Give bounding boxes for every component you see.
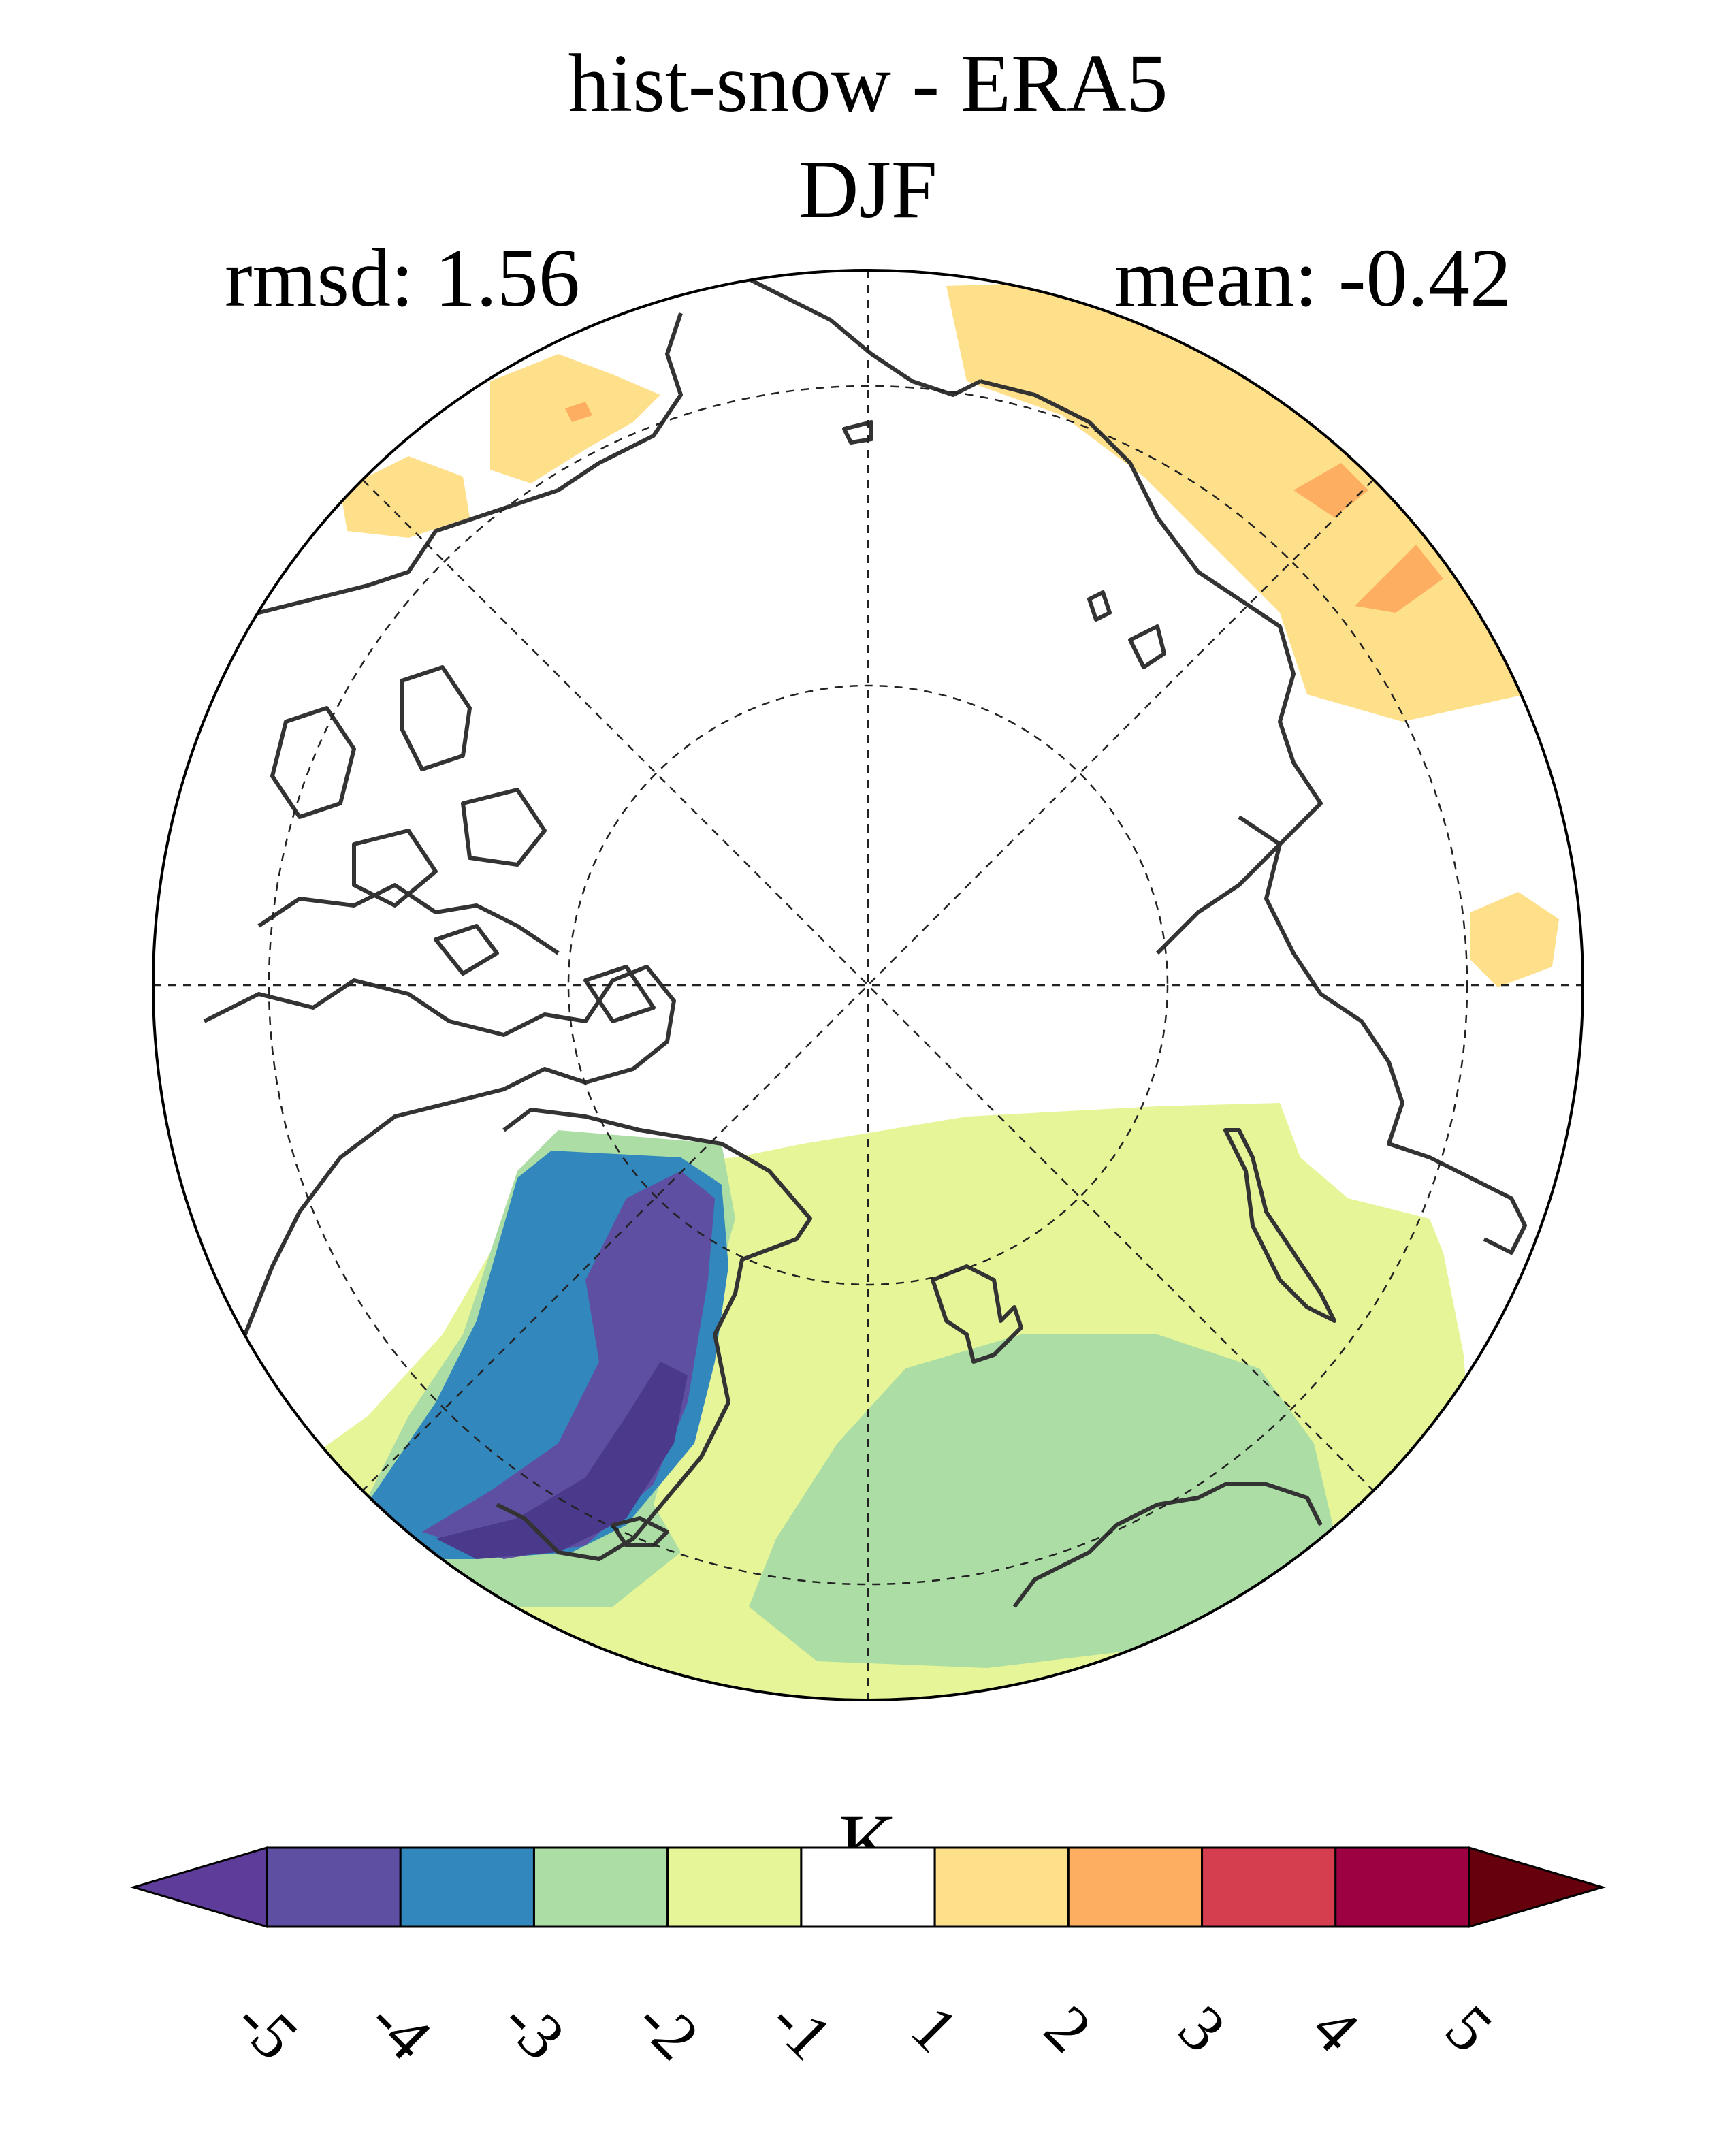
coastline-canadian-archipelago (203, 965, 676, 1390)
coastline-island-1 (400, 665, 472, 771)
rmsd-label: rmsd: 1.56 (225, 232, 580, 324)
anomaly-region-warm-northwest (340, 456, 470, 538)
coastline-island-9 (1128, 624, 1166, 669)
coastline-greenland (496, 1108, 812, 1561)
colorbar-units: K (839, 1798, 897, 1887)
season-label: DJF (799, 144, 937, 236)
coastline-taymyr (1238, 815, 1527, 1255)
coastline-chukotka (748, 277, 982, 397)
coastline-iceland (611, 1516, 669, 1547)
meridian-45-225 (362, 479, 1374, 1491)
anomaly-region-orange-3 (565, 402, 592, 422)
coastline-island-6 (434, 924, 499, 976)
coastline-island-8 (1087, 590, 1112, 622)
graticule (153, 270, 1583, 1700)
colorbar-tick-label: 4 (1298, 1991, 1373, 2066)
coastline-svalbard (931, 1264, 1023, 1364)
anomaly-region-green (749, 1334, 1334, 1668)
latitude-circle-80 (567, 684, 1169, 1286)
coastline-novaya-zemlya (1223, 1128, 1336, 1323)
anomaly-region-purple-dark (436, 1362, 688, 1559)
colorbar-tick-label: -1 (756, 1983, 847, 2074)
coastline-island-7 (842, 420, 873, 445)
colorbar-tick-label: 5 (1432, 1991, 1507, 2066)
coastlines (203, 277, 1527, 1608)
coastline-scandinavia (1012, 1482, 1323, 1608)
anomaly-region-warm-east (1470, 892, 1559, 987)
latitude-circle-70 (268, 385, 1468, 1586)
map-title: hist-snow - ERA5 (568, 37, 1168, 129)
mean-label: mean: -0.42 (1114, 232, 1511, 324)
anomaly-region-orange-2 (1355, 545, 1443, 613)
colorbar-tick-label: -3 (489, 1983, 579, 2074)
map-boundary (152, 269, 1584, 1701)
anomaly-region-warm-northeast (946, 279, 1566, 722)
anomaly-field (320, 279, 1566, 1700)
colorbar-tick-label: 2 (1031, 1991, 1106, 2066)
coastline-island-5 (583, 965, 656, 1023)
coastline-island-3 (461, 788, 547, 867)
colorbar-tick-label: 1 (897, 1991, 973, 2066)
colorbar-tick-label: -2 (622, 1983, 713, 2074)
coastline-siberia (980, 379, 1323, 955)
colorbar-tick-label: 3 (1165, 1991, 1240, 2066)
meridian-135-315 (362, 479, 1374, 1491)
coastline-island-4 (352, 829, 438, 908)
coastline-island-2 (270, 706, 356, 819)
coastline-alaska (216, 312, 683, 642)
polar-map (152, 269, 1584, 1701)
colorbar-tick-label: -4 (355, 1983, 446, 2074)
colorbar-tick-label: -5 (222, 1983, 312, 2074)
coastline-canada-north (257, 883, 560, 955)
